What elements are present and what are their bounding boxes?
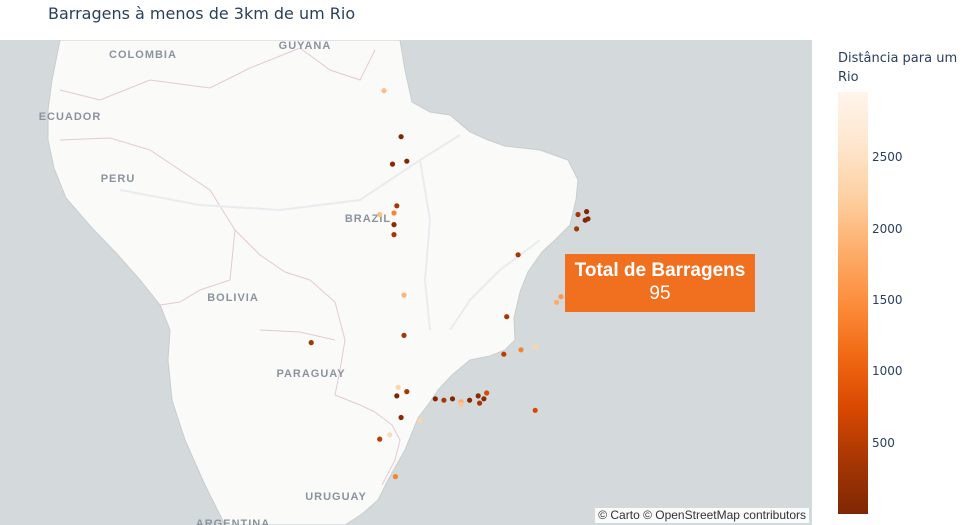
- dam-point[interactable]: [554, 299, 560, 305]
- label-brazil: BRAZIL: [345, 213, 391, 225]
- dam-point[interactable]: [515, 252, 521, 258]
- colorbar-tick: 2500: [872, 150, 903, 164]
- dam-point[interactable]: [504, 314, 510, 320]
- dam-point[interactable]: [584, 209, 590, 215]
- total-dams-box: Total de Barragens 95: [565, 254, 755, 312]
- dam-point[interactable]: [441, 397, 447, 403]
- colorbar-tick: 500: [872, 436, 895, 450]
- dam-point[interactable]: [518, 347, 524, 353]
- dam-point[interactable]: [401, 332, 407, 338]
- label-peru: PERU: [101, 173, 136, 185]
- dam-point[interactable]: [387, 432, 393, 438]
- chart-title: Barragens à menos de 3km de um Rio: [48, 4, 356, 23]
- dam-point[interactable]: [477, 400, 483, 406]
- dam-point[interactable]: [389, 161, 396, 167]
- dam-point[interactable]: [392, 474, 398, 480]
- map-attribution[interactable]: © Carto © OpenStreetMap contributors: [595, 508, 809, 523]
- dam-point[interactable]: [377, 436, 383, 442]
- dam-point[interactable]: [501, 351, 507, 357]
- dam-point[interactable]: [404, 389, 410, 395]
- dam-point[interactable]: [417, 417, 423, 423]
- dam-point[interactable]: [475, 393, 481, 399]
- dam-point[interactable]: [574, 226, 580, 232]
- dam-point[interactable]: [308, 340, 314, 346]
- label-ecuador: ECUADOR: [39, 111, 102, 123]
- colorbar-tick: 2000: [872, 222, 903, 236]
- colorbar-tick: 1500: [872, 293, 903, 307]
- dam-point[interactable]: [377, 211, 383, 218]
- dam-point[interactable]: [458, 402, 464, 408]
- dam-point[interactable]: [582, 217, 588, 223]
- dam-points: [308, 88, 591, 480]
- dam-point[interactable]: [398, 414, 404, 421]
- label-uruguay: URUGUAY: [305, 491, 367, 503]
- dam-point[interactable]: [394, 203, 400, 209]
- dam-point[interactable]: [394, 393, 400, 399]
- label-colombia: COLOMBIA: [109, 49, 177, 61]
- total-dams-value: 95: [649, 283, 671, 304]
- dam-point[interactable]: [532, 344, 538, 350]
- dam-point[interactable]: [532, 407, 538, 413]
- dam-point[interactable]: [391, 222, 397, 228]
- dam-point[interactable]: [575, 211, 581, 218]
- label-guyana: GUYANA: [279, 40, 332, 52]
- label-bolivia: BOLIVIA: [207, 292, 259, 304]
- label-paraguay: PARAGUAY: [276, 368, 345, 380]
- total-dams-title: Total de Barragens: [574, 260, 746, 281]
- dam-point[interactable]: [449, 396, 456, 402]
- dam-point[interactable]: [432, 396, 438, 402]
- dam-point[interactable]: [558, 294, 564, 300]
- dam-point[interactable]: [484, 390, 490, 396]
- colorbar-title: Distância para um Rio: [838, 51, 958, 85]
- country-borders: [59, 47, 401, 486]
- dam-point[interactable]: [481, 396, 487, 402]
- dam-point[interactable]: [467, 397, 473, 403]
- dam-point[interactable]: [401, 292, 407, 298]
- dam-point[interactable]: [381, 88, 387, 94]
- dam-point[interactable]: [391, 232, 397, 238]
- dam-point[interactable]: [398, 134, 404, 140]
- label-argentina: ARGENTINA: [196, 518, 270, 525]
- colorbar-tick: 1000: [872, 364, 903, 378]
- dam-point[interactable]: [395, 384, 401, 390]
- dam-point[interactable]: [391, 210, 397, 216]
- colorbar: [838, 92, 868, 514]
- dam-point[interactable]: [404, 158, 410, 164]
